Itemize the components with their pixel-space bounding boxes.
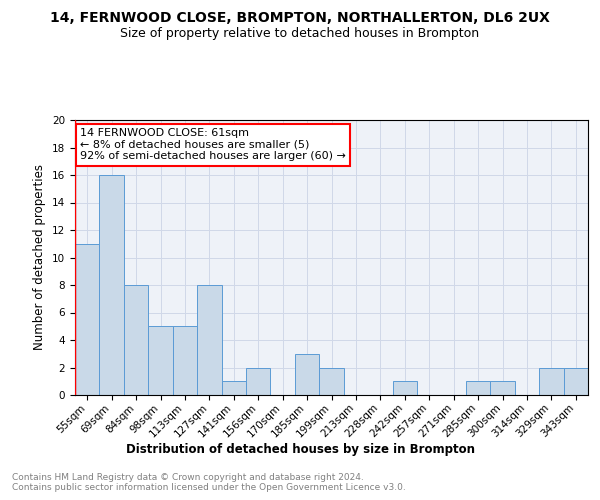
Bar bbox=[539, 368, 563, 395]
Bar bbox=[173, 326, 197, 395]
Bar bbox=[295, 354, 319, 395]
Bar bbox=[319, 368, 344, 395]
Bar bbox=[221, 381, 246, 395]
Bar bbox=[197, 285, 221, 395]
Text: Distribution of detached houses by size in Brompton: Distribution of detached houses by size … bbox=[125, 442, 475, 456]
Text: Contains HM Land Registry data © Crown copyright and database right 2024.
Contai: Contains HM Land Registry data © Crown c… bbox=[12, 472, 406, 492]
Bar bbox=[490, 381, 515, 395]
Bar bbox=[246, 368, 271, 395]
Text: 14, FERNWOOD CLOSE, BROMPTON, NORTHALLERTON, DL6 2UX: 14, FERNWOOD CLOSE, BROMPTON, NORTHALLER… bbox=[50, 11, 550, 25]
Text: Size of property relative to detached houses in Brompton: Size of property relative to detached ho… bbox=[121, 28, 479, 40]
Y-axis label: Number of detached properties: Number of detached properties bbox=[34, 164, 46, 350]
Bar bbox=[148, 326, 173, 395]
Bar bbox=[466, 381, 490, 395]
Bar bbox=[100, 175, 124, 395]
Bar bbox=[563, 368, 588, 395]
Bar bbox=[75, 244, 100, 395]
Bar bbox=[392, 381, 417, 395]
Bar bbox=[124, 285, 148, 395]
Text: 14 FERNWOOD CLOSE: 61sqm
← 8% of detached houses are smaller (5)
92% of semi-det: 14 FERNWOOD CLOSE: 61sqm ← 8% of detache… bbox=[80, 128, 346, 162]
